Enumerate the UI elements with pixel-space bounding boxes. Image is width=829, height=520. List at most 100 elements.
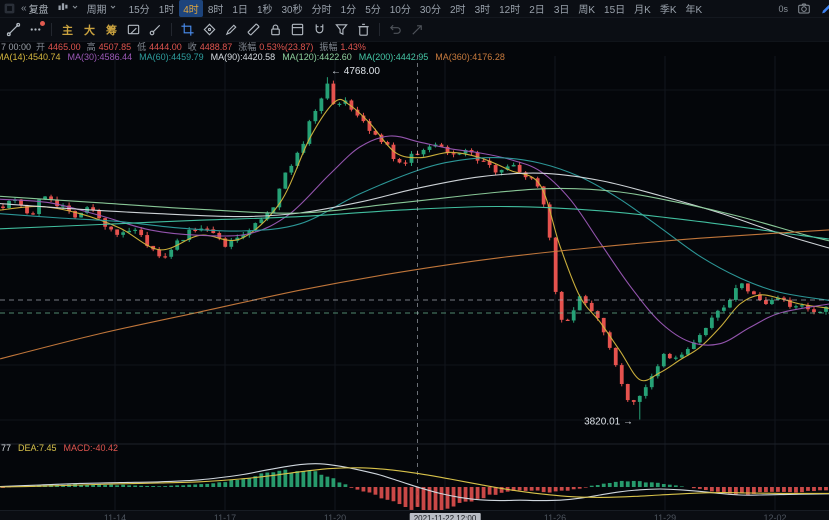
time-axis-label: 11-29 [653, 513, 677, 520]
period-分时[interactable]: 分时 [311, 5, 332, 16]
macd-legend-line: 77 DEA:7.45 MACD:-40.42 [1, 443, 125, 453]
period-年K[interactable]: 年K [685, 5, 703, 16]
funnel-icon [335, 24, 348, 36]
period-menu-button[interactable]: 周期 [87, 1, 117, 16]
drawing-toolbar: 主大筹 [0, 18, 829, 42]
main-indicator-toggle[interactable]: 主 [62, 24, 73, 37]
macd-dea-line [0, 467, 829, 498]
period-8时[interactable]: 8时 [207, 5, 224, 16]
period-2时[interactable]: 2时 [450, 5, 466, 16]
undo-icon [390, 24, 401, 34]
price-annotation: ← 4768.00 [331, 66, 380, 77]
period-30秒[interactable]: 30秒 [281, 5, 303, 16]
trendline-icon [6, 22, 21, 37]
macd-legend-item: 77 [1, 443, 12, 453]
magnet-icon [315, 24, 324, 34]
edit-pencil-icon[interactable] [820, 2, 829, 15]
time-axis-label: 11-20 [323, 513, 347, 520]
time-axis[interactable]: 11-1411-1711-2011-2311-2611-2912-022021-… [0, 510, 829, 520]
period-周K[interactable]: 周K [578, 5, 596, 16]
double-chevron-left-icon: « [21, 3, 27, 14]
ma-line-MA(120) [0, 187, 829, 242]
delete-tool[interactable] [354, 21, 373, 39]
panel-tool[interactable] [288, 21, 307, 39]
app-menu-icon[interactable] [3, 2, 17, 16]
redo-button[interactable] [408, 21, 427, 39]
pen-tool[interactable] [222, 21, 241, 39]
ma-line-MA(360) [0, 229, 829, 360]
tag-tool[interactable] [200, 21, 219, 39]
time-axis-label: 12-02 [763, 513, 787, 520]
period-2日[interactable]: 2日 [529, 5, 545, 16]
period-3时[interactable]: 3时 [474, 5, 491, 16]
chart-area[interactable]: ← 4768.00 3820.01 → 7 00:00 开 4465.00 高 4507.… [0, 42, 829, 520]
candle-countdown: 0s [778, 3, 788, 14]
pen-icon [225, 24, 237, 36]
ohlc-value: 4507.85 [98, 42, 132, 52]
period-30分[interactable]: 30分 [419, 5, 441, 16]
screenshot-camera-icon[interactable] [797, 2, 811, 15]
ma-line-MA(200) [0, 205, 829, 240]
template-tool[interactable] [124, 21, 143, 39]
more-tools[interactable] [26, 20, 45, 39]
notification-dot [40, 20, 45, 26]
lock-tool[interactable] [266, 21, 285, 39]
ma-line-MA(30) [0, 135, 829, 346]
trendline-tool[interactable] [4, 21, 23, 39]
lock-icon [271, 24, 280, 36]
period-1日[interactable]: 1日 [232, 5, 248, 16]
template-icon [127, 24, 140, 35]
select-tool[interactable] [178, 21, 197, 39]
time-axis-label: 11-14 [103, 513, 127, 520]
candle-time: 7 00:00 [1, 42, 32, 52]
chevron-down-icon [71, 3, 79, 14]
period-1分[interactable]: 1分 [340, 5, 357, 16]
chevron-down-icon [109, 3, 117, 14]
period-3日[interactable]: 3日 [553, 5, 570, 16]
period-季K[interactable]: 季K [659, 5, 677, 16]
price-annotation: 3820.01 → [584, 417, 633, 428]
ohlc-label: 涨幅 [238, 42, 257, 52]
chart-type-button[interactable] [57, 1, 79, 16]
redo-icon [412, 25, 422, 35]
grid-layer [0, 56, 829, 510]
undo-button[interactable] [386, 21, 405, 39]
ma-legend-item: MA(200):4442.95 [358, 52, 429, 62]
replay-button[interactable]: « 复盘 [21, 1, 49, 16]
time-axis-label: 11-26 [543, 513, 567, 520]
ma-legend-item: MA(360):4176.28 [435, 52, 505, 62]
ohlc-value: 1.43% [340, 42, 366, 52]
crop-icon [181, 23, 194, 36]
brush-tool[interactable] [146, 21, 165, 39]
trash-icon [358, 23, 369, 36]
ohlc-value: 4444.00 [149, 42, 182, 52]
toolbar-separator [171, 23, 172, 36]
ohlc-value: 0.53%(23.87) [259, 42, 314, 52]
measure-tool[interactable] [244, 21, 263, 39]
period-10分[interactable]: 10分 [389, 5, 411, 16]
filter-tool[interactable] [332, 21, 351, 39]
period-5分[interactable]: 5分 [365, 5, 381, 16]
candles-layer [1, 77, 828, 420]
price-chart[interactable]: ← 4768.00 3820.01 → [0, 42, 829, 520]
ma-legend-item: MA(14):4540.74 [0, 52, 61, 62]
ellipsis-icon [30, 28, 41, 31]
period-4时[interactable]: 4时 [179, 0, 203, 17]
period-1时[interactable]: 1时 [158, 5, 175, 16]
ma-line-MA(90) [0, 172, 829, 249]
period-menu-label: 周期 [86, 5, 107, 16]
macd-histogram-layer [1, 469, 828, 513]
period-12时[interactable]: 12时 [499, 5, 521, 16]
ma-line-MA(60) [0, 157, 829, 301]
period-15分[interactable]: 15分 [128, 5, 150, 16]
period-15日[interactable]: 15日 [604, 5, 626, 16]
ohlc-label: 开 [36, 42, 46, 52]
period-1秒[interactable]: 1秒 [256, 5, 273, 16]
period-月K[interactable]: 月K [634, 5, 651, 16]
magnet-tool[interactable] [310, 21, 329, 39]
chip-distribution-toggle[interactable]: 筹 [106, 24, 117, 37]
candlestick-chart-icon [57, 1, 69, 16]
ma-lines-layer [0, 98, 829, 382]
large-chart-toggle[interactable]: 大 [84, 24, 95, 37]
